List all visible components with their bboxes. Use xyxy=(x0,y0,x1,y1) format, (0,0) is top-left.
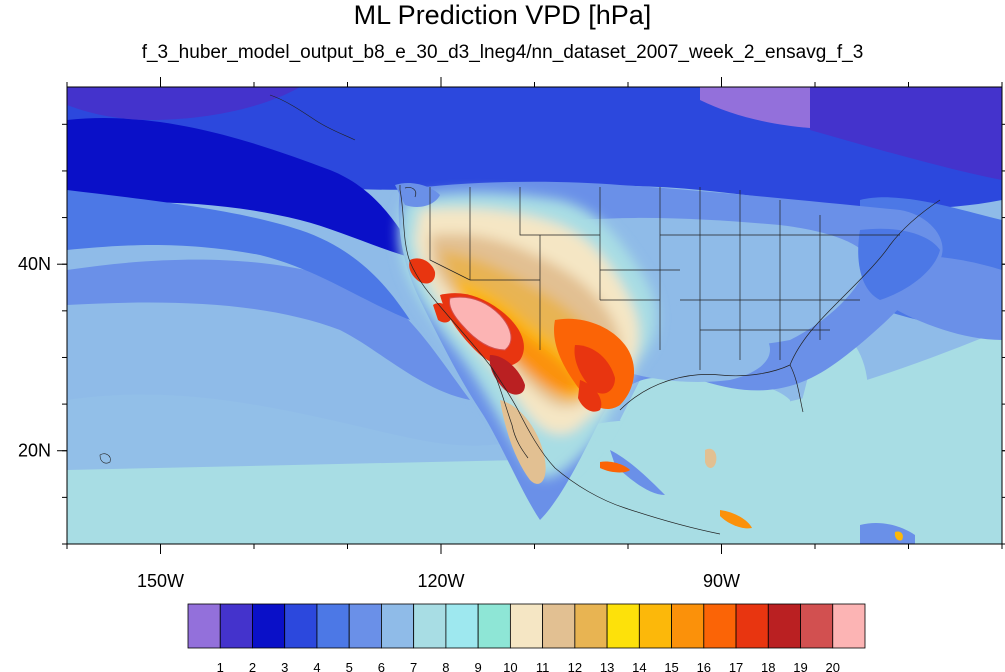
colorbar-label: 1 xyxy=(217,660,224,672)
colorbar-label: 20 xyxy=(826,660,840,672)
colorbar-swatch xyxy=(284,603,318,649)
lon-tick-label: 90W xyxy=(703,571,740,591)
colorbar-label: 19 xyxy=(793,660,807,672)
colorbar-label: 15 xyxy=(664,660,678,672)
colorbar-swatch xyxy=(477,603,511,649)
colorbar-swatch xyxy=(348,603,382,649)
colorbar-swatch xyxy=(219,603,253,649)
colorbar-label: 6 xyxy=(378,660,385,672)
colorbar-label: 5 xyxy=(346,660,353,672)
colorbar-swatch xyxy=(574,603,608,649)
colorbar-label: 16 xyxy=(697,660,711,672)
colorbar-swatch xyxy=(413,603,447,649)
colorbar-label: 18 xyxy=(761,660,775,672)
colorbar-swatch xyxy=(638,603,672,649)
colorbar-swatch xyxy=(767,603,801,649)
colorbar-swatch xyxy=(735,603,769,649)
colorbar-label: 3 xyxy=(281,660,288,672)
colorbar-swatch xyxy=(187,603,221,649)
map-axes: 150W 120W 90W 40N 20N xyxy=(18,77,1005,591)
lat-tick-label: 40N xyxy=(18,254,51,274)
colorbar-swatch xyxy=(252,603,286,649)
colorbar-swatch xyxy=(542,603,576,649)
colorbar: 1 2 3 4 5 6 7 8 9 10 11 12 13 14 15 16 17 18 19 20 xyxy=(187,603,866,672)
colorbar-label: 9 xyxy=(475,660,482,672)
colorbar-swatch xyxy=(381,603,415,649)
lon-tick-label: 150W xyxy=(137,571,184,591)
colorbar-label: 14 xyxy=(632,660,646,672)
colorbar-label: 17 xyxy=(729,660,743,672)
colorbar-label: 10 xyxy=(503,660,517,672)
colorbar-swatch xyxy=(316,603,350,649)
colorbar-swatch xyxy=(671,603,705,649)
lon-tick-label: 120W xyxy=(417,571,464,591)
colorbar-swatch xyxy=(703,603,737,649)
colorbar-label: 2 xyxy=(249,660,256,672)
map-subtitle: f_3_huber_model_output_b8_e_30_d3_lneg4/… xyxy=(141,42,864,63)
colorbar-label: 8 xyxy=(442,660,449,672)
colorbar-swatch xyxy=(509,603,544,649)
map-title: ML Prediction VPD [hPa] xyxy=(353,0,652,30)
lat-tick-label: 20N xyxy=(18,441,51,461)
colorbar-swatch xyxy=(606,603,640,649)
vpd-field xyxy=(67,87,1002,544)
colorbar-label: 13 xyxy=(600,660,614,672)
colorbar-swatch xyxy=(800,603,834,649)
colorbar-label: 12 xyxy=(568,660,582,672)
colorbar-label: 11 xyxy=(536,660,550,672)
colorbar-swatch xyxy=(832,603,866,649)
colorbar-swatch xyxy=(445,603,479,649)
colorbar-label: 4 xyxy=(313,660,320,672)
colorbar-label: 7 xyxy=(410,660,417,672)
